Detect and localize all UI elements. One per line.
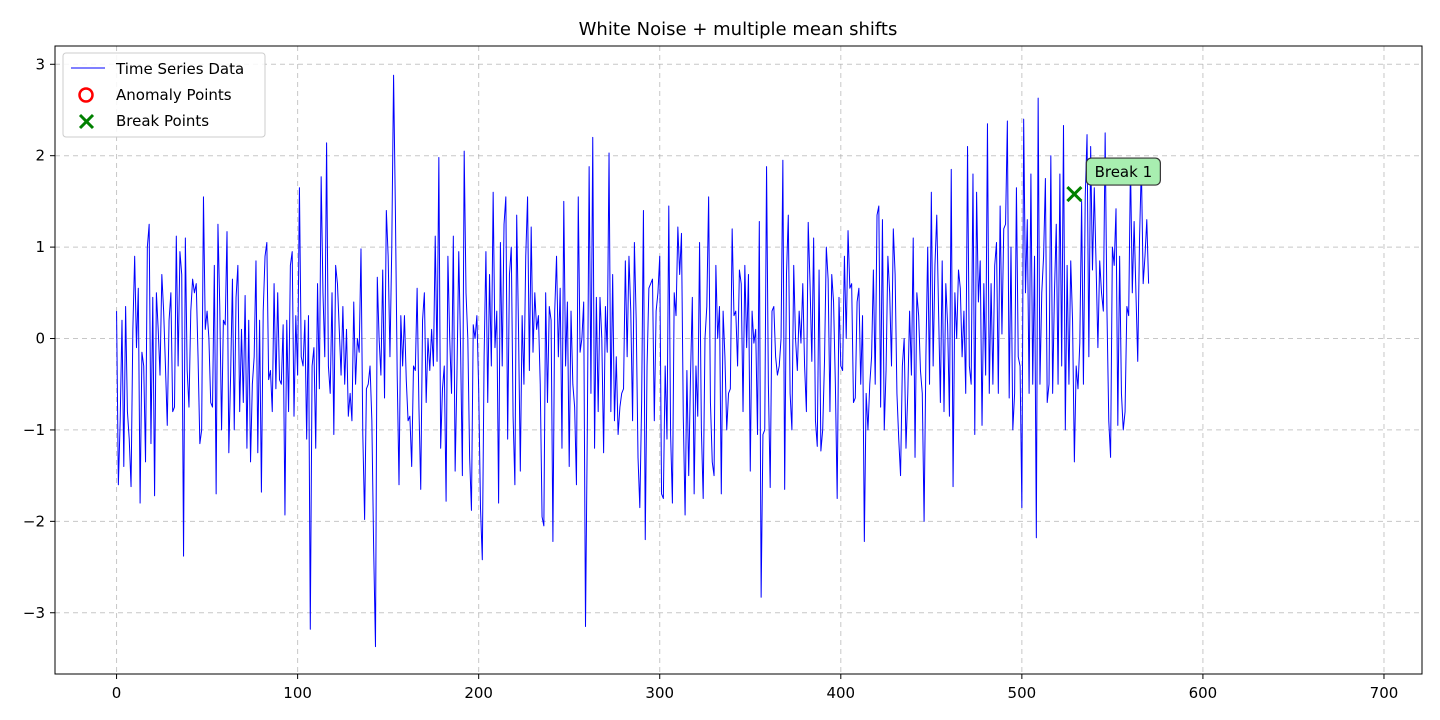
y-tick-label: 2 <box>35 147 45 165</box>
series-line <box>116 74 1150 648</box>
chart-title: White Noise + multiple mean shifts <box>579 19 898 40</box>
legend-break-marker <box>78 113 95 130</box>
legend-label-anomaly: Anomaly Points <box>116 86 232 104</box>
x-tick-label: 600 <box>1189 684 1218 702</box>
series-layer <box>116 74 1150 648</box>
x-tick-label: 700 <box>1370 684 1399 702</box>
marker-layer: Break 1 <box>1066 157 1161 203</box>
x-tick-label: 200 <box>464 684 493 702</box>
legend-label-break: Break Points <box>116 112 209 130</box>
x-tick-label: 0 <box>112 684 122 702</box>
axis-ticks: 0 100 200 300 400 500 600 700 −3 −2 −1 0 1 2 3 <box>23 55 1398 702</box>
plot-frame <box>54 45 1423 675</box>
y-tick-label: 0 <box>35 330 45 348</box>
legend-label-series: Time Series Data <box>115 60 244 78</box>
y-tick-label: −2 <box>23 512 45 530</box>
y-tick-label: −3 <box>23 604 45 622</box>
x-tick-label: 400 <box>826 684 855 702</box>
legend-box <box>62 52 266 138</box>
x-tick-label: 500 <box>1008 684 1037 702</box>
y-tick-label: 3 <box>35 55 45 73</box>
x-tick-label: 100 <box>283 684 312 702</box>
break-annotation-box <box>1085 157 1161 186</box>
y-tick-label: 1 <box>35 238 45 256</box>
break-point <box>1066 186 1083 203</box>
y-tick-label: −1 <box>23 421 45 439</box>
break-annotation-label: Break 1 <box>1095 163 1153 181</box>
x-tick-label: 300 <box>645 684 674 702</box>
legend: Time Series Data Anomaly Points Break Po… <box>62 52 266 138</box>
legend-anomaly-marker <box>78 87 94 103</box>
